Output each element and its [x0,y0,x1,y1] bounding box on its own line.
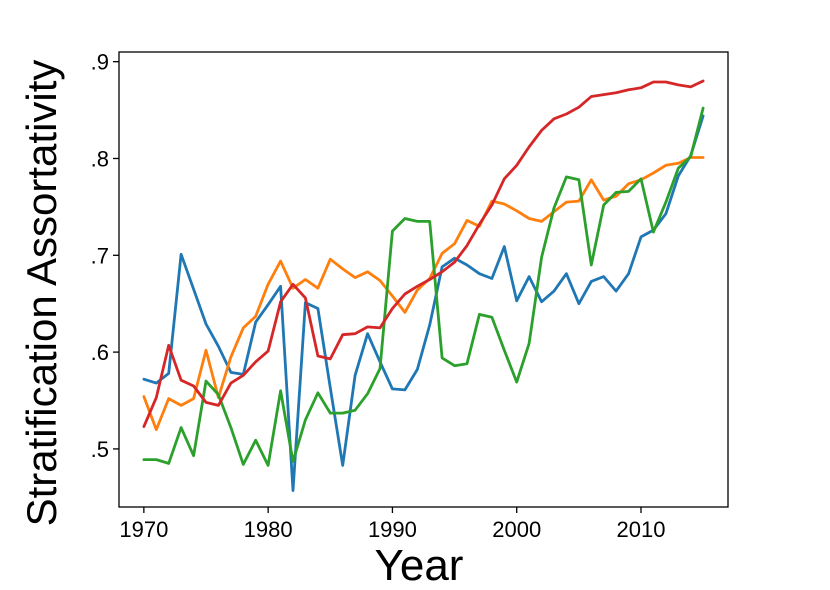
x-axis-title: Year [375,541,464,590]
plot-area [118,51,729,508]
x-axis: 1970 1980 1990 2000 2010 [119,507,665,542]
y-axis-title: Stratification Assortativity [18,60,65,527]
y-tick-label: .8 [91,146,109,171]
y-tick-label: .6 [91,340,109,365]
x-tick-label: 2000 [492,517,541,542]
y-tick-label: .9 [91,50,109,75]
x-tick-label: 1970 [119,517,168,542]
y-tick-label: .5 [91,437,109,462]
y-axis: .5 .6 .7 .8 .9 [91,50,119,462]
plot-frame [118,51,729,508]
x-tick-label: 1990 [368,517,417,542]
series-layer [142,79,705,492]
x-tick-label: 1980 [244,517,293,542]
series-line-blue [142,114,705,492]
series-line-green [142,106,705,467]
y-tick-label: .7 [91,243,109,268]
x-tick-label: 2010 [617,517,666,542]
series-line-red [142,79,705,429]
